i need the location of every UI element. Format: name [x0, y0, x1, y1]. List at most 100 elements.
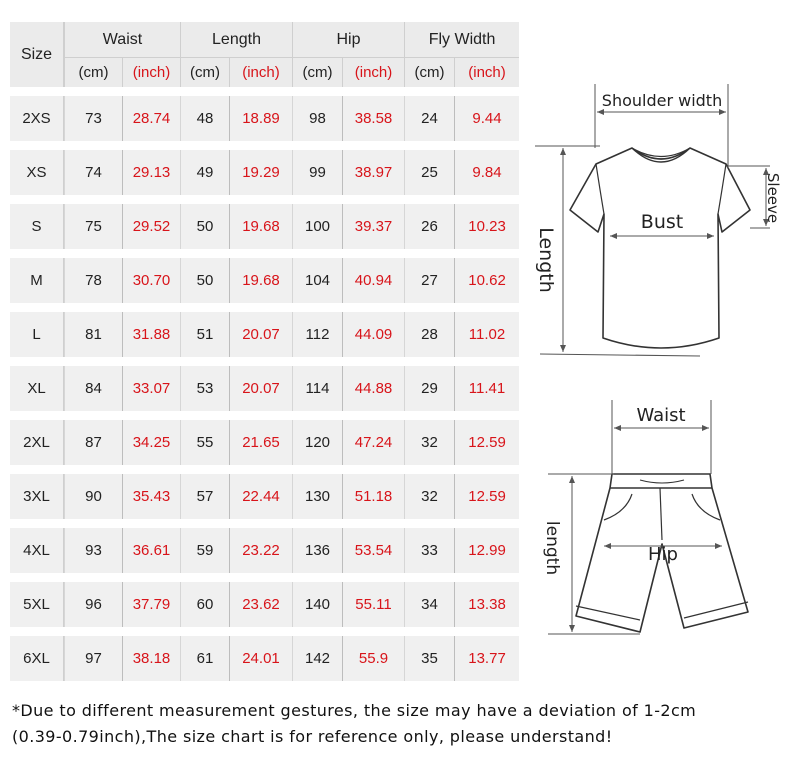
waist-header: Waist	[64, 22, 180, 57]
cm-value-cell: 104	[292, 258, 342, 303]
length-header: Length	[180, 22, 292, 57]
cm-value-cell: 49	[180, 150, 229, 195]
cm-value-cell: 90	[64, 474, 122, 519]
shorts-length-label: length	[542, 521, 562, 575]
cm-value-cell: 93	[64, 528, 122, 573]
size-cell: 4XL	[10, 528, 64, 573]
cm-value-cell: 60	[180, 582, 229, 627]
cm-value-cell: 99	[292, 150, 342, 195]
inch-value-cell: 38.58	[342, 96, 405, 141]
inch-value-cell: 47.24	[342, 420, 405, 465]
size-cell: 5XL	[10, 582, 64, 627]
unit-inch-header: (inch)	[229, 57, 292, 87]
inch-value-cell: 44.88	[342, 366, 405, 411]
inch-value-cell: 29.52	[122, 204, 180, 249]
inch-value-cell: 23.22	[229, 528, 292, 573]
cm-value-cell: 114	[292, 366, 342, 411]
cm-value-cell: 74	[64, 150, 122, 195]
table-row: XL 84 33.07 53 20.07 114 44.88 29 11.41	[10, 366, 520, 411]
bust-label: Bust	[641, 211, 683, 233]
size-table-body: 2XS 73 28.74 48 18.89 98 38.58 24 9.44 XS 74 29.13 4…	[10, 87, 520, 681]
inch-value-cell: 11.02	[454, 312, 520, 357]
size-cell: XL	[10, 366, 64, 411]
cm-value-cell: 25	[404, 150, 455, 195]
unit-cm-header: (cm)	[404, 57, 455, 87]
size-cell: L	[10, 312, 64, 357]
cm-value-cell: 29	[404, 366, 455, 411]
cm-value-cell: 112	[292, 312, 342, 357]
cm-value-cell: 98	[292, 96, 342, 141]
inch-value-cell: 19.29	[229, 150, 292, 195]
inch-value-cell: 30.70	[122, 258, 180, 303]
size-cell: XS	[10, 150, 64, 195]
inch-value-cell: 53.54	[342, 528, 405, 573]
cm-value-cell: 142	[292, 636, 342, 681]
size-cell: 6XL	[10, 636, 64, 681]
inch-value-cell: 35.43	[122, 474, 180, 519]
garment-diagrams: Shoulder width Bust Length Sleeve Waist …	[535, 84, 782, 635]
disclaimer-line-1: *Due to different measurement gestures, …	[12, 701, 697, 720]
tshirt-diagram	[569, 147, 751, 349]
cm-value-cell: 136	[292, 528, 342, 573]
cm-value-cell: 81	[64, 312, 122, 357]
cm-value-cell: 51	[180, 312, 229, 357]
inch-value-cell: 23.62	[229, 582, 292, 627]
inch-value-cell: 9.44	[454, 96, 520, 141]
cm-value-cell: 140	[292, 582, 342, 627]
inch-value-cell: 9.84	[454, 150, 520, 195]
cm-value-cell: 73	[64, 96, 122, 141]
tshirt-measure-lines	[535, 84, 770, 357]
inch-value-cell: 51.18	[342, 474, 405, 519]
cm-value-cell: 57	[180, 474, 229, 519]
shorts-diagram	[575, 473, 749, 633]
cm-value-cell: 59	[180, 528, 229, 573]
size-cell: 3XL	[10, 474, 64, 519]
cm-value-cell: 53	[180, 366, 229, 411]
inch-value-cell: 33.07	[122, 366, 180, 411]
hip-header: Hip	[292, 22, 405, 57]
size-cell: M	[10, 258, 64, 303]
shirt-length-label: Length	[535, 227, 557, 293]
inch-value-cell: 55.9	[342, 636, 405, 681]
waist-label: Waist	[636, 405, 685, 426]
cm-value-cell: 32	[404, 420, 455, 465]
shorts-arrowheads	[569, 425, 722, 632]
inch-value-cell: 18.89	[229, 96, 292, 141]
inch-value-cell: 22.44	[229, 474, 292, 519]
inch-value-cell: 31.88	[122, 312, 180, 357]
unit-cm-header: (cm)	[64, 57, 122, 87]
size-cell: 2XS	[10, 96, 64, 141]
cm-value-cell: 87	[64, 420, 122, 465]
unit-inch-header: (inch)	[454, 57, 520, 87]
inch-value-cell: 19.68	[229, 204, 292, 249]
disclaimer-line-2: (0.39-0.79inch),The size chart is for re…	[12, 727, 613, 746]
inch-value-cell: 37.79	[122, 582, 180, 627]
cm-value-cell: 75	[64, 204, 122, 249]
size-cell: S	[10, 204, 64, 249]
cm-value-cell: 33	[404, 528, 455, 573]
inch-value-cell: 13.77	[454, 636, 520, 681]
shorts-measure-lines	[548, 400, 722, 635]
inch-value-cell: 20.07	[229, 312, 292, 357]
inch-value-cell: 13.38	[454, 582, 520, 627]
inch-value-cell: 34.25	[122, 420, 180, 465]
cm-value-cell: 26	[404, 204, 455, 249]
cm-value-cell: 32	[404, 474, 455, 519]
sleeve-label: Sleeve	[764, 173, 782, 223]
table-row: 4XL 93 36.61 59 23.22 136 53.54 33 12.99	[10, 528, 520, 573]
inch-value-cell: 11.41	[454, 366, 520, 411]
unit-inch-header: (inch)	[342, 57, 405, 87]
inch-value-cell: 24.01	[229, 636, 292, 681]
inch-value-cell: 10.23	[454, 204, 520, 249]
cm-value-cell: 78	[64, 258, 122, 303]
cm-value-cell: 34	[404, 582, 455, 627]
inch-value-cell: 12.99	[454, 528, 520, 573]
unit-inch-header: (inch)	[122, 57, 180, 87]
cm-value-cell: 24	[404, 96, 455, 141]
inch-value-cell: 29.13	[122, 150, 180, 195]
cm-value-cell: 97	[64, 636, 122, 681]
table-row: M 78 30.70 50 19.68 104 40.94 27 10.62	[10, 258, 520, 303]
cm-value-cell: 28	[404, 312, 455, 357]
cm-value-cell: 50	[180, 204, 229, 249]
table-row: 6XL 97 38.18 61 24.01 142 55.9 35 13.77	[10, 636, 520, 681]
